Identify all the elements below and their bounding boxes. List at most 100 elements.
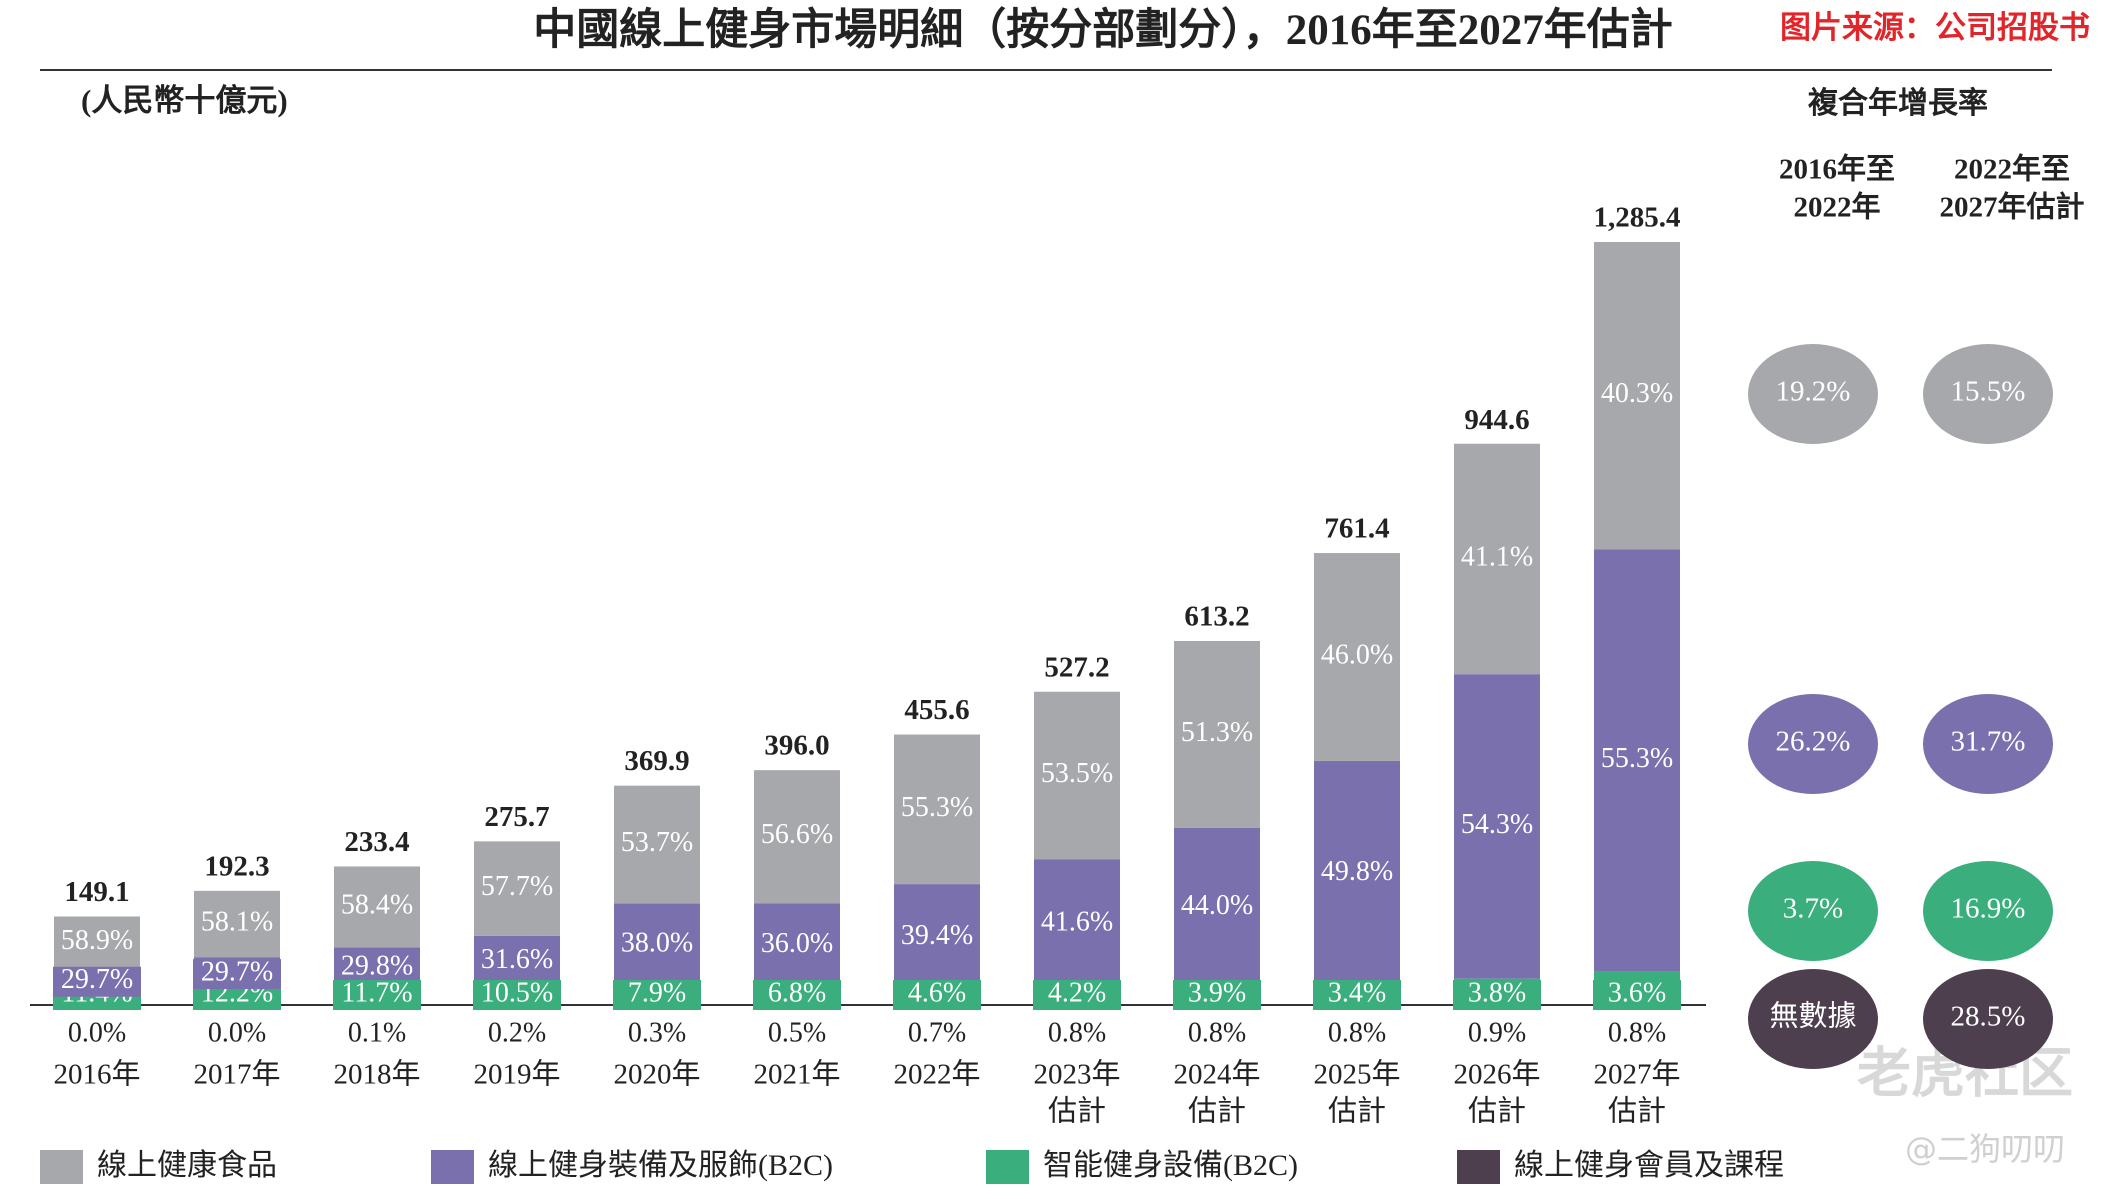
legend-label: 線上健康食品 [97, 1149, 277, 1182]
bar-segment [1594, 549, 1680, 972]
bar-segment [1174, 827, 1260, 988]
total-label: 275.7 [484, 801, 549, 833]
data-label: 11.7% [341, 977, 412, 1008]
data-label: 0.0% [68, 1017, 126, 1048]
bar-segment [474, 841, 560, 936]
watermark: @二狗叨叨 [1905, 1130, 2065, 1168]
total-label: 613.2 [1184, 601, 1249, 633]
bar-segment [54, 916, 140, 969]
cagr-circle [1923, 344, 2053, 444]
data-label: 0.0% [208, 1017, 266, 1048]
label-box [1453, 980, 1541, 1010]
bar-segment [1454, 443, 1540, 675]
data-label: 36.0% [761, 928, 833, 959]
total-label: 233.4 [344, 826, 409, 858]
bar-segment [894, 884, 980, 991]
cagr-period: 2022年至 [1954, 152, 2070, 186]
legend-swatch [986, 1150, 1029, 1184]
bar-segment [474, 935, 560, 988]
data-label: 53.7% [621, 827, 693, 858]
x-tick-label: 2022年 [893, 1058, 980, 1091]
legend-swatch [431, 1150, 474, 1184]
data-label: 41.6% [1041, 907, 1113, 938]
label-box [893, 980, 981, 1010]
bar-segment [754, 770, 840, 904]
data-label: 0.2% [488, 1017, 546, 1048]
data-label: 3.9% [1188, 977, 1246, 1008]
cagr-period: 2016年至 [1779, 152, 1895, 186]
data-label: 0.5% [768, 1017, 826, 1048]
legend-swatch [1457, 1150, 1500, 1184]
bar-segment [334, 866, 420, 948]
data-label: 3.4% [1328, 977, 1386, 1008]
bar-segment [1594, 241, 1680, 550]
data-label: 46.0% [1321, 639, 1393, 670]
legend-label: 線上健身裝備及服飾(B2C) [488, 1149, 833, 1182]
bar-segment [614, 785, 700, 904]
x-tick-label: 2019年 [473, 1058, 560, 1091]
data-label: 56.6% [761, 819, 833, 850]
bar-segment [1314, 760, 1400, 987]
bar-segment [894, 734, 980, 885]
data-label: 29.7% [61, 964, 133, 995]
cagr-label: 26.2% [1776, 726, 1851, 758]
label-box [333, 980, 421, 1010]
data-label: 55.3% [901, 792, 973, 823]
data-label: 0.8% [1608, 1017, 1666, 1048]
data-label: 3.8% [1468, 977, 1526, 1008]
legend-label: 智能健身設備(B2C) [1043, 1149, 1298, 1182]
data-label: 0.1% [348, 1017, 406, 1048]
data-label: 57.7% [481, 871, 553, 902]
legend-label: 線上健身會員及課程 [1514, 1149, 1784, 1182]
x-tick-label: 估計 [1328, 1095, 1386, 1128]
bar-segment [754, 903, 840, 988]
chart-title: 中國線上健身市場明細（按分部劃分），2016年至2027年估計 [533, 6, 1673, 54]
label-box [1033, 980, 1121, 1010]
data-label: 7.9% [628, 977, 686, 1008]
bar-segment [1034, 859, 1120, 990]
data-label: 53.5% [1041, 758, 1113, 789]
data-label: 38.0% [621, 928, 693, 959]
cagr-label: 無數據 [1769, 1000, 1856, 1033]
data-label: 51.3% [1181, 717, 1253, 748]
total-label: 149.1 [64, 876, 129, 908]
cagr-circle [1748, 969, 1878, 1069]
total-label: 369.9 [624, 745, 689, 777]
data-label: 0.8% [1328, 1017, 1386, 1048]
x-tick-label: 估計 [1608, 1095, 1666, 1128]
data-label: 39.4% [901, 920, 973, 951]
x-tick-label: 2018年 [333, 1058, 420, 1091]
data-label: 10.5% [481, 977, 553, 1008]
data-label: 58.4% [341, 889, 413, 920]
cagr-label: 15.5% [1951, 376, 2026, 408]
data-label: 49.8% [1321, 856, 1393, 887]
data-label: 31.6% [481, 944, 553, 975]
cagr-label: 19.2% [1776, 376, 1851, 408]
cagr-circle [1923, 969, 2053, 1069]
bar-segment [1314, 553, 1400, 761]
data-label: 0.8% [1188, 1017, 1246, 1048]
x-tick-label: 2016年 [53, 1058, 140, 1091]
data-label: 44.0% [1181, 890, 1253, 921]
x-tick-label: 2024年 [1173, 1058, 1260, 1091]
bar-segment [1034, 691, 1120, 860]
label-box [473, 980, 561, 1010]
total-label: 396.0 [764, 730, 829, 762]
cagr-label: 16.9% [1951, 893, 2026, 925]
cagr-circle [1923, 861, 2053, 961]
data-label: 6.8% [768, 977, 826, 1008]
label-box [1313, 980, 1401, 1010]
total-label: 761.4 [1324, 513, 1389, 545]
data-label: 40.3% [1601, 378, 1673, 409]
data-label: 0.3% [628, 1017, 686, 1048]
bar-segment [194, 890, 280, 958]
data-label: 29.8% [341, 950, 413, 981]
x-tick-label: 2025年 [1313, 1058, 1400, 1091]
data-label: 29.7% [201, 957, 273, 988]
x-tick-label: 2017年 [193, 1058, 280, 1091]
data-label: 4.6% [908, 977, 966, 1008]
cagr-label: 3.7% [1783, 893, 1843, 925]
data-label: 58.1% [201, 906, 273, 937]
total-label: 455.6 [904, 694, 969, 726]
